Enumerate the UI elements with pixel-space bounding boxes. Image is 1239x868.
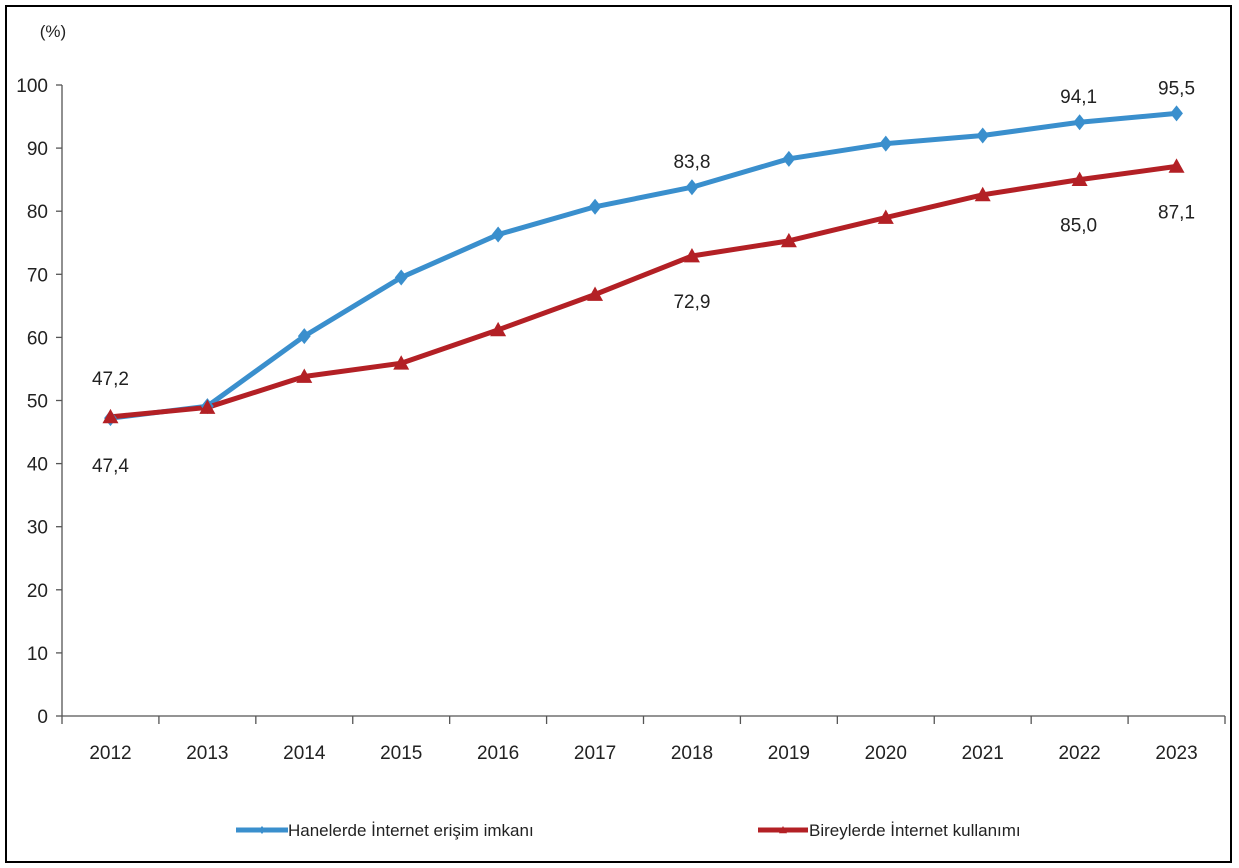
y-unit-label: (%) (40, 22, 66, 41)
legend: Hanelerde İnternet erişim imkanı Bireyler… (236, 821, 1021, 840)
data-point-marker (1168, 158, 1185, 173)
data-point-marker (199, 399, 216, 414)
y-tick-label: 20 (27, 581, 48, 602)
x-tick-label: 2017 (574, 743, 616, 764)
axes: 0 10 20 30 40 50 60 70 80 90 100 2012 2013 2014 2015 20… (16, 76, 1226, 764)
x-tick-label: 2012 (89, 743, 131, 764)
series-markers (102, 105, 1185, 427)
data-label: 47,2 (92, 369, 129, 390)
x-tick-label: 2020 (865, 743, 907, 764)
data-label: 72,9 (673, 292, 710, 313)
x-tick-label: 2023 (1155, 743, 1197, 764)
data-point-marker (1170, 105, 1183, 122)
x-tick-label: 2021 (962, 743, 1004, 764)
x-tick-label: 2014 (283, 743, 326, 764)
x-tick-label: 2019 (768, 743, 810, 764)
y-tick-label: 0 (37, 707, 48, 728)
data-point-marker (490, 321, 507, 337)
data-point-marker (976, 127, 990, 144)
x-tick-label: 2013 (186, 743, 228, 764)
data-label: 85,0 (1060, 216, 1097, 237)
data-point-marker (974, 186, 991, 202)
y-tick-label: 60 (27, 328, 48, 349)
y-tick-label: 80 (27, 202, 48, 223)
data-point-marker (297, 328, 311, 345)
data-label: 83,8 (673, 152, 710, 173)
data-labels: 47,2 83,8 94,1 95,5 47,4 72,9 85,0 87,1 (92, 78, 1195, 477)
legend-marker (258, 826, 266, 834)
data-point-marker (393, 355, 410, 370)
data-point-marker (491, 226, 505, 243)
legend-marker (779, 826, 787, 834)
legend-label: Bireylerde İnternet kullanımı (809, 821, 1021, 840)
series-line (107, 163, 1180, 420)
series-line (107, 110, 1180, 421)
data-label: 94,1 (1060, 87, 1097, 108)
series-lines (107, 110, 1180, 421)
x-tick-label: 2016 (477, 743, 519, 764)
data-label: 47,4 (92, 456, 129, 477)
data-point-marker (587, 286, 604, 301)
data-point-marker (879, 135, 893, 152)
y-tick-label: 70 (27, 265, 48, 286)
y-tick-label: 40 (27, 455, 48, 476)
data-point-marker (1071, 171, 1088, 187)
x-tick-label: 2015 (380, 743, 422, 764)
data-point-marker (102, 408, 119, 424)
data-point-marker (877, 209, 894, 224)
legend-label: Hanelerde İnternet erişim imkanı (288, 821, 534, 840)
data-point-marker (588, 198, 602, 215)
data-label: 95,5 (1158, 78, 1195, 99)
y-tick-label: 90 (27, 139, 48, 160)
data-point-marker (394, 269, 408, 286)
y-tick-label: 10 (27, 644, 48, 665)
chart-frame (5, 5, 1232, 863)
x-tick-label: 2022 (1058, 743, 1100, 764)
x-tick-label: 2018 (671, 743, 713, 764)
data-point-marker (1073, 114, 1087, 131)
y-tick-label: 30 (27, 518, 48, 539)
data-point-marker (780, 232, 797, 248)
y-tick-label: 100 (16, 76, 48, 97)
data-point-marker (683, 248, 700, 263)
data-label: 87,1 (1158, 202, 1195, 223)
y-tick-label: 50 (27, 392, 48, 413)
data-point-marker (782, 150, 796, 167)
data-point-marker (685, 179, 699, 196)
data-point-marker (296, 368, 313, 383)
